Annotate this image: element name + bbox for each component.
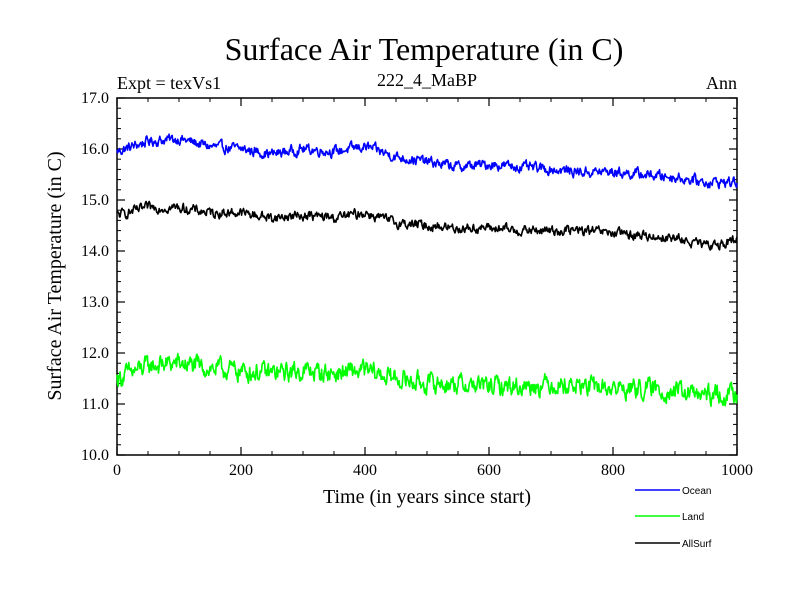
x-tick-label: 800	[601, 462, 625, 479]
x-tick-label: 0	[113, 462, 121, 479]
axis-ticks: 0 200 400 600 800 1000 10.0 11.0 12.0 13.0 14.0 15.…	[81, 90, 753, 479]
legend-label-allsurf: AllSurf	[682, 539, 712, 550]
subtitle-left: Expt = texVs1	[117, 73, 221, 93]
series-lines	[116, 133, 738, 408]
legend-label-ocean: Ocean	[682, 486, 711, 497]
series-line-ocean	[116, 133, 738, 190]
chart-title: Surface Air Temperature (in C)	[225, 31, 624, 67]
subtitle-center: 222_4_MaBP	[377, 70, 477, 90]
y-tick-label: 16.0	[81, 141, 109, 158]
y-tick-label: 14.0	[81, 243, 109, 260]
y-tick-label: 10.0	[81, 447, 109, 464]
y-tick-label: 11.0	[82, 396, 109, 413]
legend: Ocean Land AllSurf	[635, 486, 712, 550]
y-tick-label: 13.0	[81, 294, 109, 311]
x-tick-label: 1000	[721, 462, 753, 479]
x-tick-label: 600	[477, 462, 501, 479]
series-line-land	[116, 352, 738, 408]
x-tick-label: 400	[353, 462, 377, 479]
y-axis-label: Surface Air Temperature (in C)	[44, 151, 66, 400]
y-tick-label: 15.0	[81, 192, 109, 209]
y-tick-label: 17.0	[81, 90, 109, 107]
legend-label-land: Land	[682, 512, 704, 523]
series-line-allsurf	[116, 200, 738, 251]
subtitle-right: Ann	[706, 73, 737, 93]
x-axis-label: Time (in years since start)	[323, 486, 531, 508]
x-tick-label: 200	[229, 462, 253, 479]
y-tick-label: 12.0	[81, 345, 109, 362]
